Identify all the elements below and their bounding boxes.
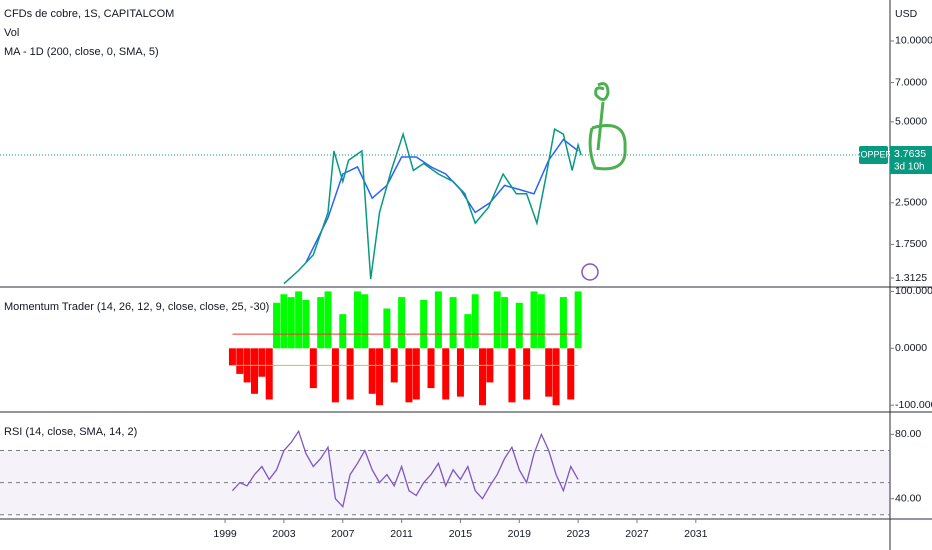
x-tick-label: 2027 [625, 528, 649, 540]
momentum-bar [552, 348, 560, 406]
momentum-bar [265, 348, 273, 400]
momentum-bar [493, 291, 501, 349]
x-tick-label: 2019 [508, 528, 532, 540]
momentum-bar [479, 348, 487, 406]
momentum-bar [236, 348, 244, 374]
y-tick-label: 80.00 [895, 428, 921, 440]
ma-label: MA - 1D (200, close, 0, SMA, 5) [4, 46, 159, 58]
momentum-bar [559, 297, 567, 349]
y-tick-label: 100.0000 [895, 285, 932, 297]
momentum-bar [331, 348, 339, 403]
y-tick-label: 1.7500 [895, 238, 927, 250]
price-tag-label: 3.7635 [894, 148, 926, 160]
momentum-bar [339, 314, 347, 349]
y-tick-label: 40.00 [895, 492, 921, 504]
momentum-bar [442, 348, 450, 400]
price-tag [890, 146, 932, 175]
momentum-bar [353, 291, 361, 349]
momentum-bar [228, 348, 236, 366]
momentum-label: Momentum Trader (14, 26, 12, 9, close, c… [4, 301, 269, 313]
momentum-bar [449, 297, 457, 349]
momentum-bar [280, 294, 288, 349]
y-tick-label: 5.0000 [895, 116, 927, 128]
momentum-bar [383, 308, 391, 349]
momentum-bar [471, 294, 479, 349]
rsi-label: RSI (14, close, SMA, 14, 2) [4, 426, 137, 438]
momentum-bar [324, 291, 332, 349]
drawing-stroke [588, 124, 627, 171]
momentum-bar [317, 297, 325, 349]
y-tick-label: 10.0000 [895, 35, 932, 47]
y-tick-label: 7.0000 [895, 76, 927, 88]
y-tick-label: 0.0000 [895, 342, 927, 354]
symbol-tag-label: COPPER [854, 149, 893, 159]
momentum-bar [545, 348, 553, 397]
x-tick-label: 2007 [331, 528, 355, 540]
countdown-label: 3d 10h [894, 162, 925, 173]
momentum-bar [258, 348, 266, 377]
momentum-bar [250, 348, 258, 394]
momentum-bar [309, 348, 317, 389]
event-icon[interactable] [581, 263, 599, 281]
momentum-bar [420, 299, 428, 349]
momentum-bar [464, 314, 472, 349]
momentum-bar [287, 297, 295, 349]
momentum-bar [302, 299, 310, 349]
y-tick-label: 2.5000 [895, 197, 927, 209]
y-tick-label: 1.3125 [895, 272, 927, 284]
momentum-bar [405, 348, 413, 403]
momentum-bar [376, 348, 384, 406]
x-tick-label: 2011 [390, 528, 413, 540]
momentum-bar [398, 297, 406, 349]
drawing-stroke [594, 82, 610, 101]
x-tick-label: 1999 [213, 528, 237, 540]
momentum-bar [412, 348, 420, 400]
momentum-bar [295, 291, 303, 349]
symbol-tag [859, 146, 888, 165]
volume-label: Vol [4, 27, 19, 39]
annotation-drawing [588, 82, 627, 171]
momentum-bar [427, 348, 435, 389]
rsi-line [231, 429, 579, 509]
currency-label: USD [895, 8, 918, 20]
momentum-bar [368, 348, 376, 394]
momentum-bar [537, 294, 545, 349]
y-tick-label: -100.0000 [895, 399, 932, 411]
x-tick-label: 2015 [449, 528, 473, 540]
momentum-bar [574, 291, 582, 349]
momentum-bar [515, 302, 523, 349]
x-tick-label: 2023 [566, 528, 590, 540]
momentum-bar [530, 291, 538, 349]
x-tick-label: 2003 [272, 528, 296, 540]
momentum-bar [273, 302, 281, 349]
momentum-bar [501, 297, 509, 349]
momentum-bar [346, 348, 354, 400]
momentum-bar [456, 348, 464, 397]
moving-average-line [305, 138, 579, 263]
price-line [283, 127, 582, 285]
momentum-bar [567, 348, 575, 400]
momentum-bar [523, 348, 531, 400]
momentum-bar [434, 291, 442, 349]
momentum-bar [361, 294, 369, 349]
x-tick-label: 2031 [684, 528, 708, 540]
momentum-bar [508, 348, 516, 403]
symbol-title: CFDs de cobre, 1S, CAPITALCOM [4, 8, 174, 20]
